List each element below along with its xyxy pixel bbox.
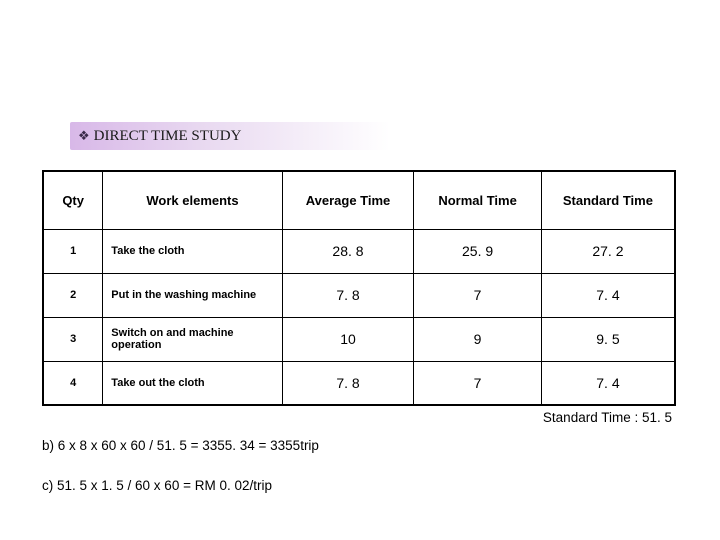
table-row: 4 Take out the cloth 7. 8 7 7. 4 xyxy=(43,361,675,405)
cell-avg: 7. 8 xyxy=(282,273,414,317)
table-row: 2 Put in the washing machine 7. 8 7 7. 4 xyxy=(43,273,675,317)
cell-norm: 25. 9 xyxy=(414,229,542,273)
cell-work: Switch on and machine operation xyxy=(103,317,282,361)
calculation-b: b) 6 x 8 x 60 x 60 / 51. 5 = 3355. 34 = … xyxy=(42,438,319,453)
cell-avg: 28. 8 xyxy=(282,229,414,273)
cell-norm: 7 xyxy=(414,273,542,317)
header-qty: Qty xyxy=(43,171,103,229)
cell-std: 27. 2 xyxy=(541,229,675,273)
table-row: 1 Take the cloth 28. 8 25. 9 27. 2 xyxy=(43,229,675,273)
header-normal-time: Normal Time xyxy=(414,171,542,229)
cell-work: Take out the cloth xyxy=(103,361,282,405)
cell-std: 7. 4 xyxy=(541,361,675,405)
header-average-time: Average Time xyxy=(282,171,414,229)
cell-std: 7. 4 xyxy=(541,273,675,317)
cell-work: Put in the washing machine xyxy=(103,273,282,317)
cell-norm: 9 xyxy=(414,317,542,361)
section-heading: ❖ DIRECT TIME STUDY xyxy=(70,122,390,150)
standard-time-total: Standard Time : 51. 5 xyxy=(543,410,672,425)
header-work-elements: Work elements xyxy=(103,171,282,229)
calculation-c: c) 51. 5 x 1. 5 / 60 x 60 = RM 0. 02/tri… xyxy=(42,478,272,493)
header-standard-time: Standard Time xyxy=(541,171,675,229)
cell-avg: 10 xyxy=(282,317,414,361)
table-header-row: Qty Work elements Average Time Normal Ti… xyxy=(43,171,675,229)
cell-qty: 4 xyxy=(43,361,103,405)
cell-qty: 3 xyxy=(43,317,103,361)
cell-qty: 2 xyxy=(43,273,103,317)
heading-text: DIRECT TIME STUDY xyxy=(94,128,242,145)
time-study-table: Qty Work elements Average Time Normal Ti… xyxy=(42,170,676,406)
table-row: 3 Switch on and machine operation 10 9 9… xyxy=(43,317,675,361)
cell-avg: 7. 8 xyxy=(282,361,414,405)
cell-std: 9. 5 xyxy=(541,317,675,361)
cell-work: Take the cloth xyxy=(103,229,282,273)
diamond-bullet-icon: ❖ xyxy=(78,128,90,144)
cell-norm: 7 xyxy=(414,361,542,405)
cell-qty: 1 xyxy=(43,229,103,273)
